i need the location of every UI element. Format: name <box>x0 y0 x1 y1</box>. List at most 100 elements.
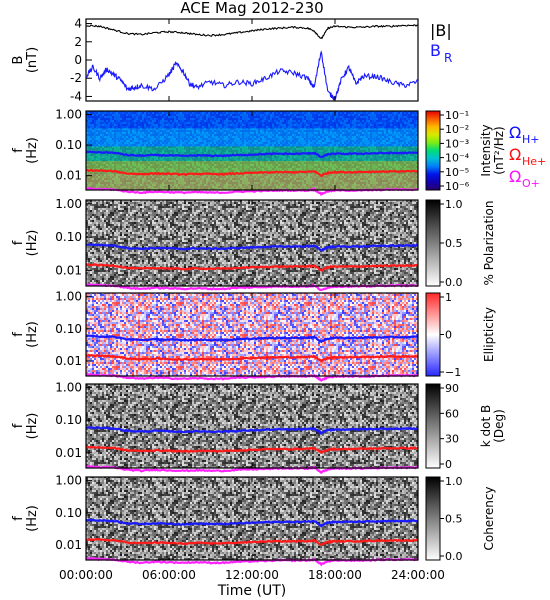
spectrogram-image <box>86 477 418 560</box>
colorbar-label: k dot B <box>479 405 493 447</box>
spectrogram-image <box>86 293 418 376</box>
panel-yunit: (Hz) <box>25 137 40 164</box>
panel-yunit: (Hz) <box>25 321 40 348</box>
y-tick-label: 1.00 <box>55 381 82 395</box>
gyro-legend-symbol: Ω <box>509 145 521 164</box>
colorbar <box>425 199 441 287</box>
panel-4: 1.00 0.10 0.01 f (Hz) 90 60 30 0 k dot B (Deg) <box>11 381 506 475</box>
colorbar-tick-label: 10⁻⁵ <box>445 166 469 179</box>
panel-ylabel: f <box>11 240 26 245</box>
y-tick-label: 0 <box>74 53 82 67</box>
y-tick-label: 1.00 <box>55 107 82 121</box>
panel-ylabel: f <box>11 332 26 337</box>
colorbar-tick-label: 10⁻³ <box>445 137 469 150</box>
y-tick-label: 0.01 <box>55 263 82 277</box>
gyro-legend-subscript: O+ <box>522 177 540 190</box>
legend-subscript: R <box>444 51 452 65</box>
intensity-band <box>86 128 418 147</box>
colorbar-tick-label: 0.0 <box>445 550 463 563</box>
series-b-magnitude <box>85 24 419 40</box>
legend-b-r: B <box>430 41 441 60</box>
panel-ylabel: f <box>11 423 26 428</box>
colorbar-tick-label: 0.0 <box>445 276 463 289</box>
y-tick-label: -4 <box>70 89 82 103</box>
x-tick-label: 12:00:00 <box>225 568 279 582</box>
h-gyro-line <box>85 243 419 252</box>
gyro-legend-symbol: Ω <box>509 167 521 186</box>
panel-0: 420-2-4|B|B RB (nT) <box>11 17 452 104</box>
x-tick-label: 24:00:00 <box>391 568 445 582</box>
colorbar <box>425 476 441 561</box>
y-tick-label: 0.10 <box>55 413 82 427</box>
x-tick-label: 00:00:00 <box>59 568 113 582</box>
colorbar-tick-label: 1.0 <box>445 475 463 488</box>
spectrogram-image <box>86 200 418 286</box>
y-tick-label: -2 <box>70 71 82 85</box>
panel-ylabel: f <box>11 148 26 153</box>
panel-1: 1.00 0.10 0.01 f (Hz) 10⁻¹10⁻²10⁻³ 10⁻⁴10⁻⁵10⁻… <box>11 107 546 196</box>
he-gyro-line <box>85 168 419 178</box>
y-tick-label: 0.10 <box>55 138 82 152</box>
y-tick-label: 1.00 <box>55 197 82 211</box>
y-tick-label: 1.00 <box>55 474 82 488</box>
panel-ylabel: B <box>11 56 26 65</box>
gyrofrequency-legend: Ω H+Ω He+Ω O+ <box>509 123 546 190</box>
h-gyro-line <box>85 150 419 158</box>
h-gyro-line <box>85 426 419 436</box>
he-gyro-line <box>85 263 419 272</box>
panel-yunit: (Hz) <box>25 230 40 257</box>
panel-yunit: (Hz) <box>25 505 40 532</box>
x-tick-label: 06:00:00 <box>142 568 196 582</box>
y-tick-label: 1.00 <box>55 290 82 304</box>
colorbar-tick-label: 0 <box>445 458 452 471</box>
x-tick-label: 18:00:00 <box>308 568 362 582</box>
panel-5: 1.00 0.10 0.01 f (Hz) 1.0 0.5 0.0 Coherency <box>11 474 496 567</box>
colorbar <box>425 292 441 377</box>
colorbar-tick-label: 0.5 <box>445 237 463 250</box>
gyro-legend-subscript: H+ <box>522 133 540 146</box>
colorbar <box>425 383 441 469</box>
colorbar-tick-label: 30 <box>445 433 459 446</box>
he-gyro-line <box>86 445 419 454</box>
he-gyro-line <box>86 537 419 546</box>
colorbar-tick-label: 10⁻² <box>445 123 469 136</box>
colorbar-tick-label: 1 <box>445 291 452 304</box>
colorbar-label: Ellipticity <box>482 307 496 362</box>
x-axis-label: Time (UT) <box>217 583 286 599</box>
colorbar-tick-label: 0 <box>445 329 452 342</box>
colorbar-tick-label: 0.5 <box>445 513 463 526</box>
colorbar-tick-label: −1 <box>445 366 461 379</box>
colorbar-label: Coherency <box>482 486 496 550</box>
colorbar-tick-label: 10⁻⁶ <box>445 180 470 193</box>
y-tick-label: 0.01 <box>55 354 82 368</box>
y-tick-label: 0.10 <box>55 230 82 244</box>
intensity-band <box>86 161 418 174</box>
h-gyro-line <box>86 334 419 344</box>
line-plot-frame <box>85 18 419 102</box>
colorbar-tick-label: 10⁻⁴ <box>445 152 470 165</box>
h-gyro-line <box>85 518 419 529</box>
o-gyro-line <box>85 556 419 567</box>
panel-2: 1.00 0.10 0.01 f (Hz) 1.0 0.5 0.0 % Polarization <box>11 197 496 292</box>
y-tick-label: 0.01 <box>55 169 82 183</box>
panel-yunit: (Hz) <box>25 413 40 440</box>
colorbar-label: Intensity <box>479 124 493 176</box>
y-tick-label: 0.10 <box>55 322 82 336</box>
legend-b-magnitude: |B| <box>430 21 452 40</box>
y-tick-label: 4 <box>74 17 82 31</box>
colorbar-tick-label: 10⁻¹ <box>445 109 469 122</box>
gyro-legend-subscript: He+ <box>522 155 546 168</box>
gyro-legend-symbol: Ω <box>509 123 521 142</box>
y-tick-label: 0.10 <box>55 506 82 520</box>
y-tick-label: 2 <box>74 35 82 49</box>
series-b-r <box>85 50 419 101</box>
colorbar-tick-label: 90 <box>445 382 459 395</box>
chart-title: ACE Mag 2012-230 <box>180 0 323 17</box>
colorbar <box>425 110 441 191</box>
colorbar-tick-label: 1.0 <box>445 198 463 211</box>
colorbar-tick-label: 60 <box>445 407 459 420</box>
y-tick-label: 0.01 <box>55 538 82 552</box>
colorbar-unit: (nT²/Hz) <box>492 126 506 174</box>
line-legend: |B|B R <box>430 21 452 65</box>
